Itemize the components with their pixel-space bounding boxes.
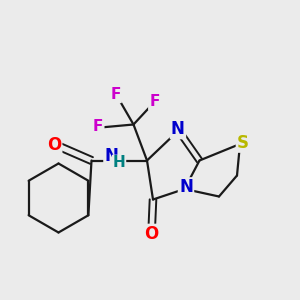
Text: N: N <box>179 178 193 196</box>
Text: H: H <box>113 155 125 170</box>
Text: N: N <box>104 147 118 165</box>
Text: S: S <box>237 134 249 152</box>
Text: F: F <box>93 119 103 134</box>
Text: F: F <box>110 87 121 102</box>
Text: O: O <box>144 225 159 243</box>
Text: O: O <box>47 136 61 154</box>
Text: F: F <box>149 94 160 110</box>
Text: N: N <box>171 120 185 138</box>
